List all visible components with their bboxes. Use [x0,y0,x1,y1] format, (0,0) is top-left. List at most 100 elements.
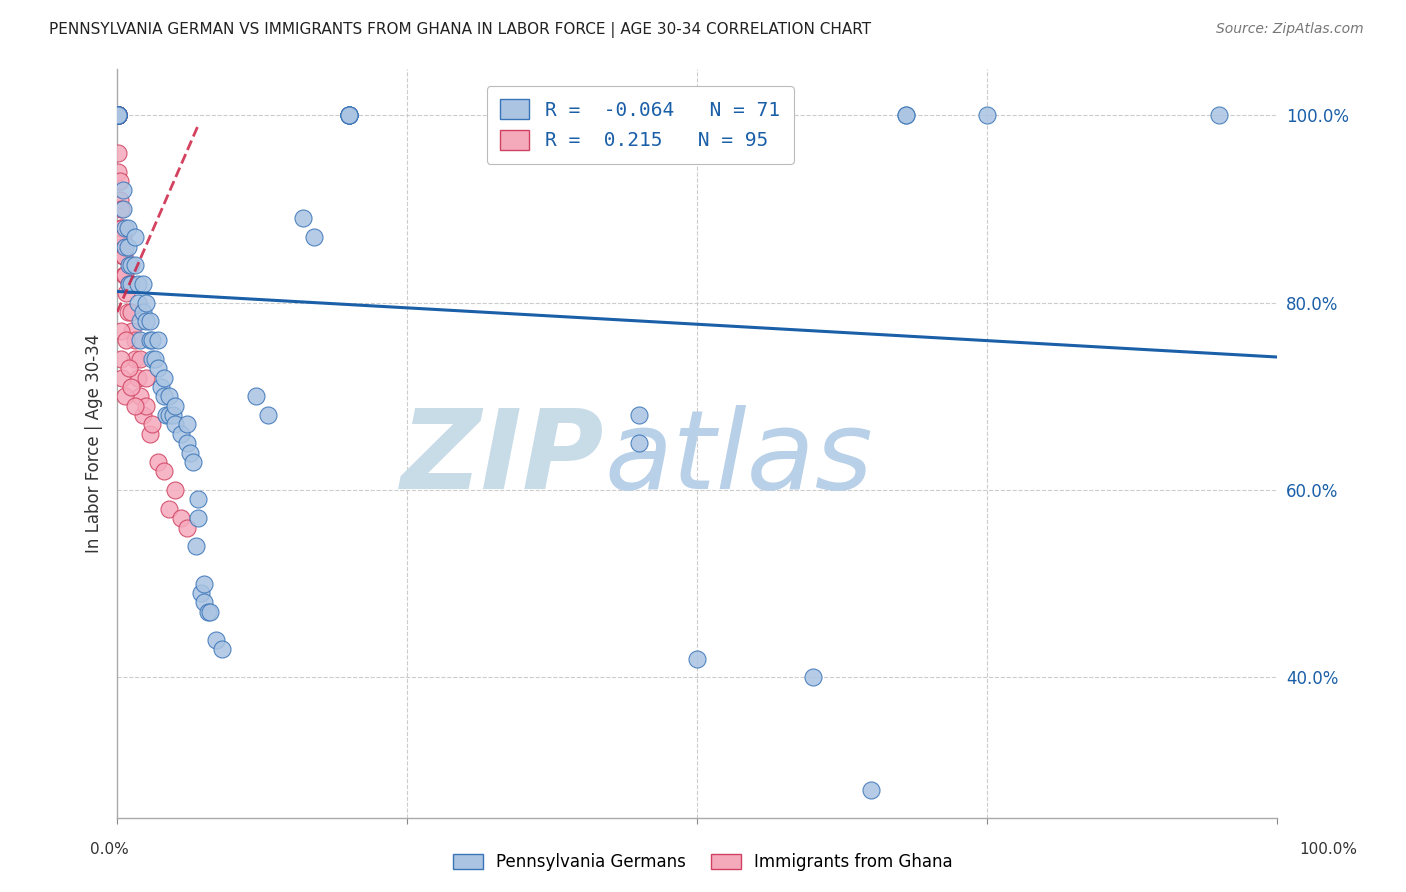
Point [117,220,139,235]
Point [152,389,174,403]
Point [141,333,163,347]
Point [107,108,129,122]
Point [124,399,146,413]
Point [107,108,129,122]
Point [337,108,360,122]
Point [107,108,129,122]
Point [111,249,134,263]
Point [108,174,131,188]
Point [162,408,184,422]
Point [107,164,129,178]
Point [146,333,169,347]
Point [127,295,149,310]
Text: 100.0%: 100.0% [1299,842,1358,856]
Point [146,455,169,469]
Point [184,539,207,553]
Point [117,239,139,253]
Point [114,220,136,235]
Point [115,286,138,301]
Point [107,108,129,122]
Point [107,108,129,122]
Point [165,417,187,432]
Point [245,389,267,403]
Text: atlas: atlas [605,405,873,512]
Point [107,108,129,122]
Point [107,108,129,122]
Point [337,108,360,122]
Text: PENNSYLVANIA GERMAN VS IMMIGRANTS FROM GHANA IN LABOR FORCE | AGE 30-34 CORRELAT: PENNSYLVANIA GERMAN VS IMMIGRANTS FROM G… [49,22,872,38]
Point [257,408,280,422]
Point [107,108,129,122]
Point [176,417,198,432]
Point [107,108,129,122]
Point [124,230,146,244]
Point [110,220,132,235]
Point [107,108,129,122]
Point [165,483,187,497]
Text: 0.0%: 0.0% [90,842,129,856]
Point [107,108,129,122]
Point [107,108,129,122]
Point [117,305,139,319]
Point [337,108,360,122]
Point [190,586,212,600]
Point [107,108,129,122]
Point [152,370,174,384]
Point [111,220,134,235]
Point [115,333,138,347]
Point [170,426,193,441]
Point [896,108,918,122]
Point [118,361,141,376]
Point [107,108,129,122]
Point [114,268,136,282]
Point [108,193,131,207]
Point [124,333,146,347]
Point [337,108,360,122]
Point [112,268,135,282]
Point [107,108,129,122]
Point [111,230,134,244]
Point [291,211,314,226]
Point [107,108,129,122]
Point [135,370,157,384]
Point [118,277,141,291]
Point [120,258,142,272]
Point [107,108,129,122]
Point [120,380,142,394]
Point [686,651,709,665]
Point [121,324,143,338]
Point [138,314,160,328]
Point [107,108,129,122]
Point [896,108,918,122]
Point [107,108,129,122]
Point [107,108,129,122]
Y-axis label: In Labor Force | Age 30-34: In Labor Force | Age 30-34 [86,334,103,553]
Point [120,305,142,319]
Point [170,511,193,525]
Point [124,258,146,272]
Point [721,108,744,122]
Point [129,314,152,328]
Point [138,333,160,347]
Point [107,108,129,122]
Point [145,351,167,366]
Point [337,108,360,122]
Point [124,351,146,366]
Point [110,351,132,366]
Point [107,108,129,122]
Point [107,108,129,122]
Point [107,108,129,122]
Point [107,108,129,122]
Point [197,605,219,619]
Point [107,108,129,122]
Point [744,108,766,122]
Point [150,380,173,394]
Point [107,108,129,122]
Point [110,324,132,338]
Text: Source: ZipAtlas.com: Source: ZipAtlas.com [1216,22,1364,37]
Point [111,370,134,384]
Point [141,417,163,432]
Point [165,399,187,413]
Point [107,108,129,122]
Point [129,333,152,347]
